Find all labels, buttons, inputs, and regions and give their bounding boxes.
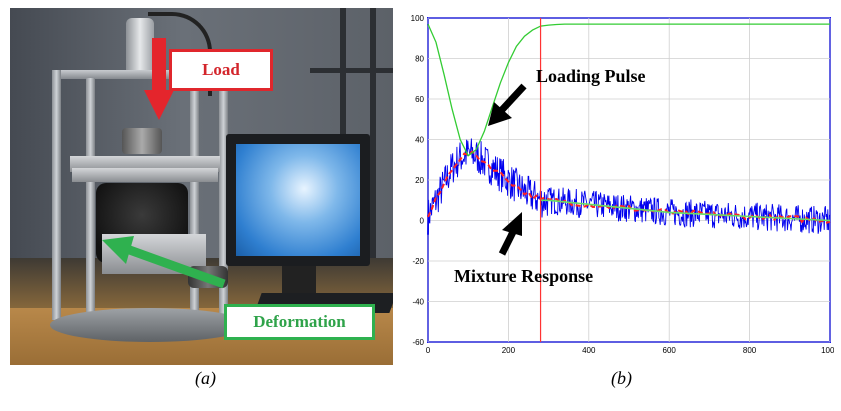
smoothed-response-series [427,150,831,224]
frame-post-right-rear [190,78,199,318]
loading-pulse-series [427,23,830,157]
load-callout: Load [169,49,273,91]
fitted-response-series [540,199,831,222]
load-cell [122,128,162,154]
x-axis-ticks: 0 200 400 600 800 1000 [426,346,834,355]
y-axis-ticks: 100 80 60 40 20 0 -20 -40 -60 [411,14,425,347]
x-tick-label: 1000 [821,346,834,355]
load-actuator [126,18,154,76]
x-tick-label: 800 [743,346,757,355]
loading-pulse-label: Loading Pulse [536,66,646,86]
mixture-response-label: Mixture Response [454,266,593,286]
load-arrow-icon [144,90,174,120]
deformation-callout: Deformation [224,304,375,340]
y-tick-label: 20 [415,176,424,185]
y-tick-label: 80 [415,55,424,64]
frame-post-left-rear [86,78,95,318]
x-tick-label: 400 [582,346,596,355]
frame-top-bar [52,70,228,79]
y-tick-label: 100 [411,14,425,23]
monitor-screen [236,144,360,256]
y-tick-label: -40 [412,298,424,307]
loading-plate [72,168,218,182]
x-tick-label: 600 [663,346,677,355]
y-tick-label: 60 [415,95,424,104]
x-tick-label: 200 [502,346,516,355]
plot-series [427,18,831,342]
frame-post-right [219,70,228,320]
y-tick-label: 40 [415,136,424,145]
noisy-response-series [427,138,831,235]
frame-post-left [52,70,61,320]
y-tick-label: -20 [412,257,424,266]
y-tick-label: -60 [412,338,424,347]
monitor-stand [282,266,316,296]
load-arrow-shaft [152,38,166,94]
caption-a: (a) [195,368,216,388]
x-tick-label: 0 [426,346,431,355]
loading-pulse-arrow-icon [488,83,527,126]
shelf-post [370,8,376,258]
shelf-post [340,8,346,258]
shelf-board [310,68,393,73]
mixture-response-arrow-icon [498,212,522,256]
caption-b: (b) [611,368,632,388]
y-tick-label: 0 [420,217,425,226]
machine-base [50,308,250,342]
deformation-arrow-icon [102,236,226,289]
